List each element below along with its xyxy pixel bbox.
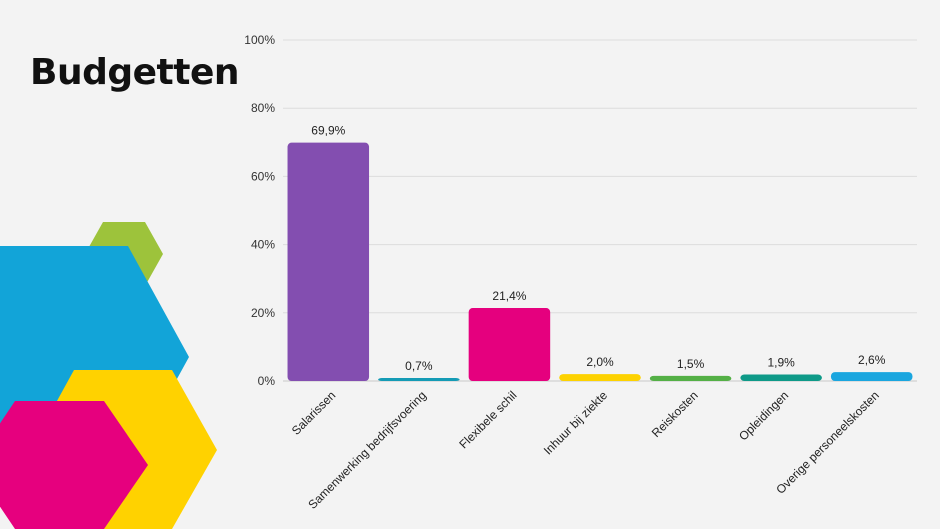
bar-value-label: 0,7%	[405, 359, 433, 373]
bars	[287, 142, 913, 381]
bar-value-label: 1,5%	[677, 357, 705, 371]
y-tick-label: 20%	[251, 306, 275, 320]
bar	[378, 378, 460, 381]
bar	[287, 142, 370, 381]
category-label: Inhuur bij ziekte	[541, 388, 611, 458]
bar-value-label: 69,9%	[311, 124, 345, 138]
bar	[649, 375, 732, 381]
bar-value-label: 2,6%	[858, 353, 886, 367]
category-label: Flexibele schil	[456, 388, 519, 451]
bar	[468, 308, 551, 381]
category-label: Reiskosten	[649, 388, 701, 440]
y-tick-label: 80%	[251, 101, 275, 115]
slide-title: Budgetten	[30, 52, 240, 93]
gridlines	[283, 39, 917, 382]
y-tick-label: 40%	[251, 238, 275, 252]
bar-value-label: 21,4%	[492, 289, 526, 303]
y-tick-label: 60%	[251, 169, 275, 183]
bar	[830, 372, 913, 381]
bar	[559, 374, 641, 381]
y-tick-label: 100%	[244, 33, 275, 47]
bar	[740, 374, 822, 381]
data-labels: 69,9% 0,7% 21,4% 2,0% 1,5% 1,9% 2,6%	[311, 124, 885, 373]
bar-value-label: 1,9%	[767, 356, 795, 370]
pink-hexagon	[0, 401, 148, 529]
category-label: Opleidingen	[736, 388, 791, 443]
y-tick-label: 0%	[258, 374, 276, 388]
category-label: Overige personeelskosten	[773, 388, 881, 496]
category-label: Salarissen	[289, 388, 339, 438]
bar-value-label: 2,0%	[586, 355, 614, 369]
y-axis: 0% 20% 40% 60% 80% 100%	[244, 33, 275, 388]
